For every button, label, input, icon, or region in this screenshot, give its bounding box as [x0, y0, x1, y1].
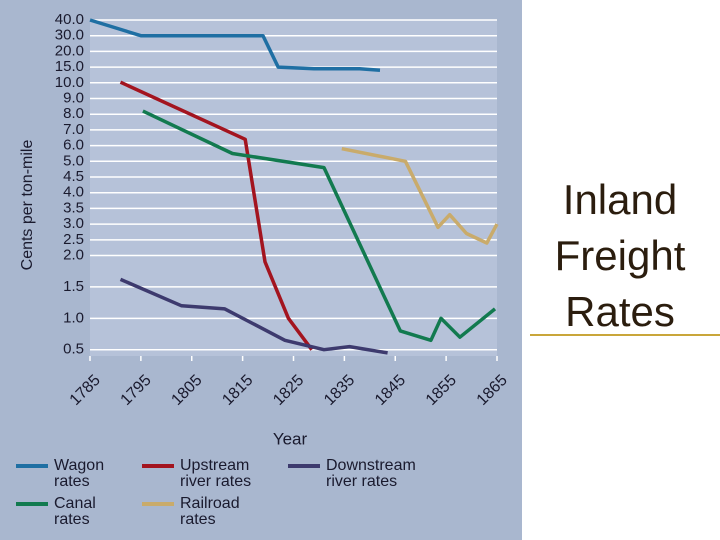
legend-swatch: [142, 464, 174, 468]
slide-title: Inland Freight Rates: [554, 176, 686, 335]
y-tick-label: 9.0: [63, 89, 84, 106]
x-tick-label: 1805: [168, 372, 205, 409]
y-tick-label: 5.0: [63, 152, 84, 169]
y-axis-label: Cents per ton-mile: [19, 140, 36, 271]
y-tick-label: 10.0: [55, 74, 84, 91]
x-tick-label: 1845: [372, 372, 409, 409]
series-line: [142, 109, 497, 343]
legend-swatch: [16, 502, 48, 506]
plot-area: [90, 20, 497, 356]
y-tick-label: 1.0: [63, 309, 84, 326]
y-tick-label: 0.5: [63, 341, 84, 358]
series-line: [341, 146, 499, 245]
x-tick-label: 1815: [219, 372, 256, 409]
x-tick-label: 1855: [423, 372, 460, 409]
y-tick-label: 3.0: [63, 215, 84, 232]
y-tick-label: 2.0: [63, 246, 84, 263]
legend-label: Upstream river rates: [180, 457, 252, 490]
chart-panel: Cents per ton-mile Year 0.5 1.0 1.5 2.0 2.5 3…: [0, 0, 522, 540]
x-tick-label: 1865: [474, 372, 511, 409]
y-tick-label: 2.5: [63, 231, 84, 248]
series-line: [119, 277, 388, 355]
chart: Cents per ton-mile Year 0.51.01.52.02.53…: [19, 11, 511, 449]
x-axis-label: Year: [273, 429, 308, 448]
x-tick-label: 1835: [321, 372, 358, 409]
x-tick-label: 1785: [67, 372, 104, 409]
legend-label: Canal rates: [54, 495, 96, 528]
y-tick-label: 30.0: [55, 27, 84, 44]
series-line: [119, 80, 314, 351]
legend-label: Downstream river rates: [326, 457, 416, 490]
x-tick-label: 1825: [270, 372, 307, 409]
title-rule: [530, 334, 720, 336]
legend-swatch: [288, 464, 320, 468]
series-line: [89, 18, 381, 72]
y-tick-label: 3.5: [63, 199, 84, 216]
legend-label: Railroad rates: [180, 495, 240, 528]
legend-label: Wagon rates: [54, 457, 105, 490]
x-tick-label: 1795: [117, 372, 154, 409]
y-tick-label: 20.0: [55, 42, 84, 59]
y-tick-label: 4.0: [63, 184, 84, 201]
y-tick-label: 40.0: [55, 11, 84, 28]
y-tick-label: 1.5: [63, 278, 84, 295]
y-tick-label: 15.0: [55, 58, 84, 75]
y-tick-label: 6.0: [63, 137, 84, 154]
y-tick-label: 7.0: [63, 121, 84, 138]
legend-swatch: [16, 464, 48, 468]
legend-swatch: [142, 502, 174, 506]
y-tick-label: 4.5: [63, 168, 84, 185]
y-tick-label: 8.0: [63, 105, 84, 122]
